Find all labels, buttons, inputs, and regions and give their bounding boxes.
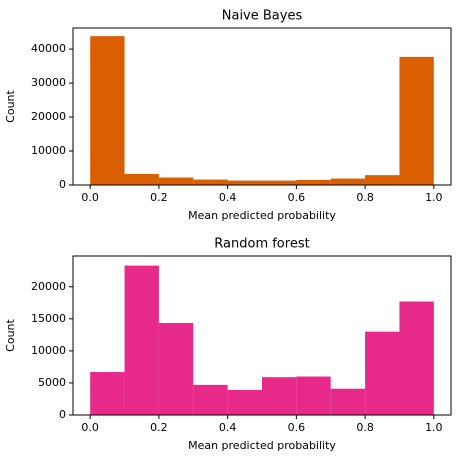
x-tick-label: 0.8 <box>356 191 374 204</box>
x-tick-label: 0.2 <box>150 191 168 204</box>
x-axis-label: Mean predicted probability <box>188 209 336 222</box>
x-tick-label: 0.6 <box>288 421 306 434</box>
bar <box>193 179 228 185</box>
x-axis-label: Mean predicted probability <box>188 439 336 452</box>
y-tick-label: 20000 <box>31 110 66 123</box>
y-tick-label: 30000 <box>31 76 66 89</box>
y-tick-label: 20000 <box>31 280 66 293</box>
axes-frame <box>72 27 452 186</box>
bar <box>365 175 400 185</box>
chart-title: Naive Bayes <box>222 9 303 24</box>
bar <box>399 56 434 185</box>
bar <box>90 36 125 185</box>
x-tick-label: 0.0 <box>81 421 99 434</box>
bar <box>262 377 297 415</box>
chart-title: Random forest <box>214 237 309 252</box>
bar <box>124 173 159 185</box>
y-tick-label: 0 <box>59 178 66 191</box>
bar <box>124 265 159 415</box>
y-tick-label: 5000 <box>38 376 66 389</box>
bar <box>158 322 194 415</box>
x-tick-label: 0.4 <box>219 421 237 434</box>
bar <box>296 376 331 415</box>
bar <box>262 180 297 185</box>
x-tick-label: 1.0 <box>425 421 443 434</box>
axes-frame <box>72 255 452 416</box>
y-tick-label: 15000 <box>31 312 66 325</box>
x-tick-label: 0.6 <box>288 191 306 204</box>
bar <box>296 179 331 185</box>
x-tick-label: 0.2 <box>150 421 168 434</box>
bar <box>193 384 228 415</box>
bar <box>227 180 262 185</box>
y-tick-label: 0 <box>59 408 66 421</box>
x-tick-label: 0.0 <box>81 191 99 204</box>
bar <box>330 178 366 185</box>
y-tick-label: 40000 <box>31 42 66 55</box>
bar <box>158 177 194 185</box>
x-tick-label: 1.0 <box>425 191 443 204</box>
x-tick-label: 0.4 <box>219 191 237 204</box>
y-axis-label: Count <box>4 318 17 351</box>
y-tick-label: 10000 <box>31 144 66 157</box>
bar <box>227 389 262 415</box>
bar <box>90 372 125 415</box>
y-axis-label: Count <box>4 89 17 122</box>
y-tick-label: 10000 <box>31 344 66 357</box>
bar <box>330 388 366 415</box>
x-tick-label: 0.8 <box>356 421 374 434</box>
bar <box>399 301 434 415</box>
bar <box>365 331 400 415</box>
